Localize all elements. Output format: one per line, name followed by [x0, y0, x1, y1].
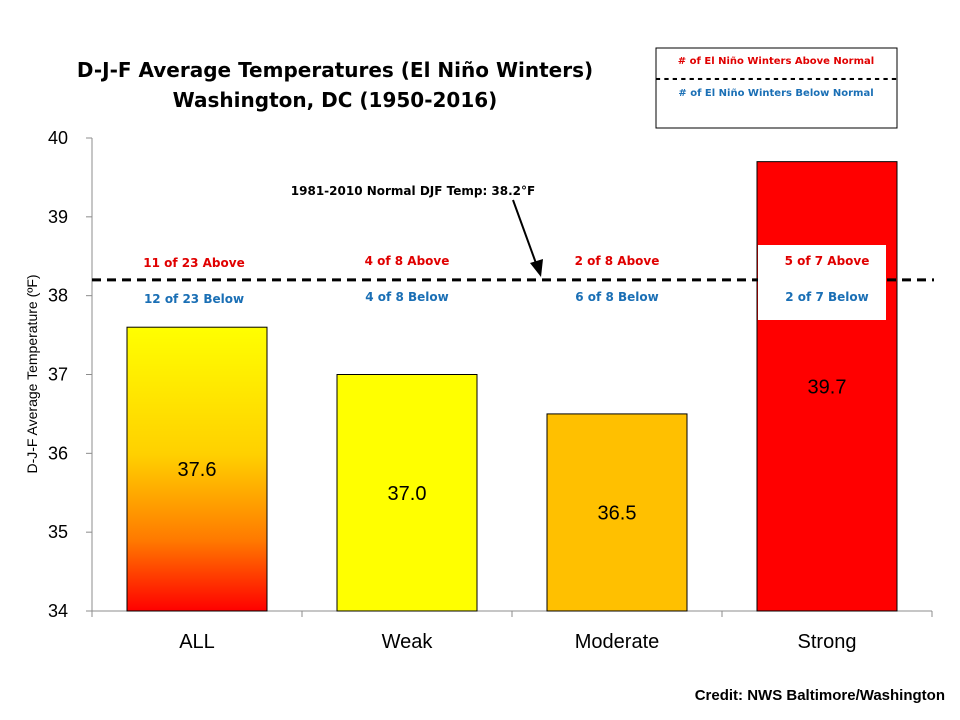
bar-value-label: 39.7: [808, 376, 847, 398]
legend-box: # of El Niño Winters Above Normal ------…: [654, 47, 898, 129]
annotation-arrow-shaft: [512, 199, 538, 267]
x-tick-label: Moderate: [575, 631, 660, 653]
x-tick-label: Strong: [798, 631, 857, 653]
strong-label-box: [758, 245, 886, 320]
bar: [126, 326, 268, 612]
above-count-label: 11 of 23 Above: [143, 256, 244, 270]
normal-annotation: 1981-2010 Normal DJF Temp: 38.2°F: [291, 184, 543, 277]
y-tick-label: 36: [48, 443, 68, 463]
bar: [546, 413, 688, 612]
legend-below-label: # of El Niño Winters Below Normal: [678, 88, 873, 99]
y-tick-label: 34: [48, 601, 68, 621]
y-tick-label: 38: [48, 286, 68, 306]
y-tick-label: 40: [48, 128, 68, 148]
bar: [336, 374, 478, 612]
annotation-arrow-head: [530, 259, 543, 277]
above-count-label: 5 of 7 Above: [785, 254, 870, 268]
bar-value-label: 37.0: [388, 483, 427, 505]
below-count-label: 4 of 8 Below: [365, 290, 448, 304]
below-count-label: 6 of 8 Below: [575, 290, 658, 304]
above-count-label: 4 of 8 Above: [365, 254, 450, 268]
chart-title: D-J-F Average Temperatures (El Niño Wint…: [77, 58, 593, 82]
bar-value-label: 36.5: [598, 502, 637, 524]
x-tick-label: ALL: [179, 631, 215, 653]
below-count-label: 2 of 7 Below: [785, 290, 868, 304]
legend-separator: -----------------------------: [654, 71, 898, 87]
above-count-label: 2 of 8 Above: [575, 254, 660, 268]
credit-text: Credit: NWS Baltimore/Washington: [695, 687, 945, 704]
bar-value-label: 37.6: [178, 459, 217, 481]
y-tick-label: 39: [48, 207, 68, 227]
legend-above-label: # of El Niño Winters Above Normal: [678, 56, 874, 67]
y-axis-label: D-J-F Average Temperature (ºF): [24, 274, 40, 473]
below-count-label: 12 of 23 Below: [144, 292, 244, 306]
count-labels: 11 of 23 Above 12 of 23 Below 4 of 8 Above…: [143, 245, 886, 320]
chart-subtitle: Washington, DC (1950-2016): [173, 88, 498, 112]
x-tick-label: Weak: [382, 631, 434, 653]
y-tick-label: 35: [48, 522, 68, 542]
bars: 37.6 ALL 37.0 Weak 36.5 Moderate 39.7 Strong: [126, 161, 898, 653]
y-tick-label: 37: [48, 365, 68, 385]
bar: [756, 161, 898, 612]
normal-line-label: 1981-2010 Normal DJF Temp: 38.2°F: [291, 184, 535, 198]
